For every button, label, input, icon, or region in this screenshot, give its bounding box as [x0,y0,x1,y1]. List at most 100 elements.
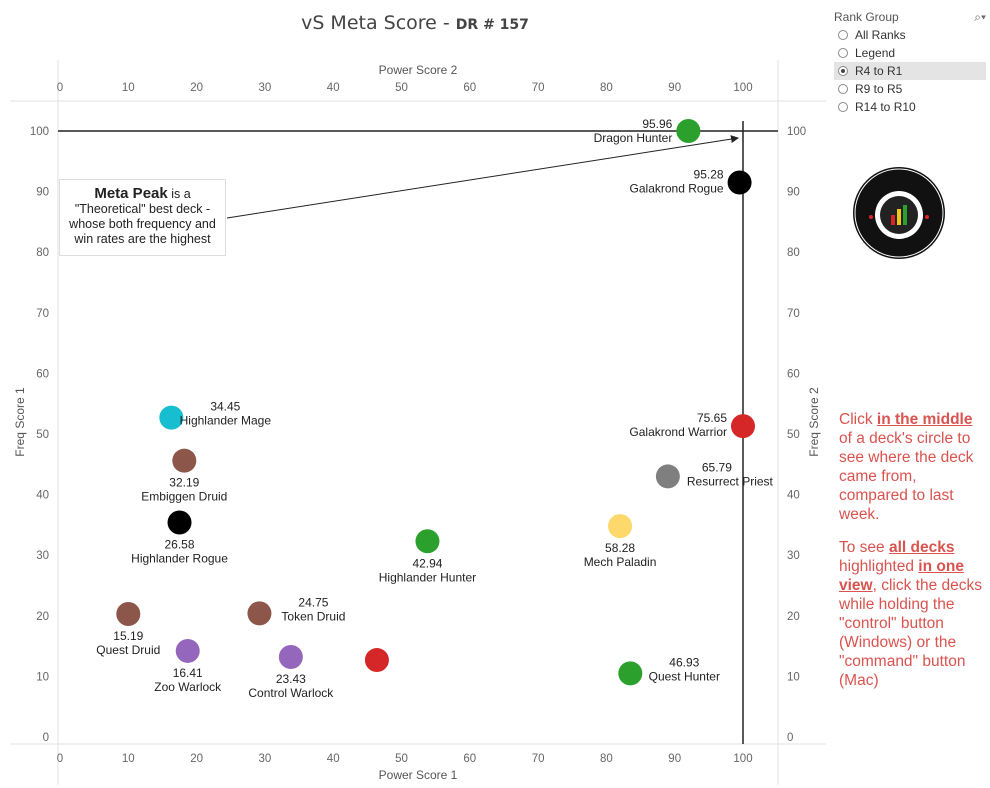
data-point [172,448,197,473]
y-right-tick-label: 80 [787,247,800,259]
point-name-label: Galakrond Warrior [629,425,727,439]
radio-icon[interactable] [838,30,848,40]
y-right-tick-label: 90 [787,187,800,199]
point-score-label: 65.79 [702,460,732,474]
data-point [175,638,200,663]
y-right-tick-label: 20 [787,611,800,623]
y-right-tick-label: 0 [787,732,793,744]
data-point [727,170,752,195]
y-right-tick-label: 100 [787,126,806,138]
note2-pre: To see [839,539,889,556]
x-top-tick-label: 100 [733,82,752,94]
point-score-label: 95.96 [642,117,672,131]
x-bottom-tick-label: 100 [733,753,752,765]
x-top-tick-label: 80 [600,82,613,94]
note1-bold: in the middle [876,411,973,428]
point-name-label: Galakrond Rogue [630,182,724,196]
y-left-tick-label: 60 [36,368,49,380]
point-name-label: Highlander Mage [180,414,272,428]
y-left-tick-label: 80 [36,247,49,259]
data-point [364,648,389,673]
radio-icon[interactable] [838,66,848,76]
rank-option-all-ranks[interactable]: All Ranks [834,26,986,44]
x-bottom-tick-label: 10 [122,753,135,765]
rank-option-legend[interactable]: Legend [834,44,986,62]
note2-mid: highlighted [839,558,919,575]
rank-option-label: R9 to R5 [855,82,903,96]
point-name-label: Mech Paladin [584,555,657,569]
y-right-tick-label: 60 [787,368,800,380]
x-bottom-tick-label: 70 [532,753,545,765]
x-bottom-tick-label: 30 [259,753,272,765]
rank-option-label: All Ranks [855,28,906,42]
data-point [247,601,272,626]
radio-icon[interactable] [838,84,848,94]
title-main: vS Meta Score - [301,12,456,34]
note2-bold1: all decks [888,539,955,556]
point-name-label: Quest Druid [96,643,160,657]
x-top-tick-label: 40 [327,82,340,94]
x-bottom-tick-label: 90 [668,753,681,765]
y-right-tick-label: 40 [787,490,800,502]
rank-option-r9-to-r5[interactable]: R9 to R5 [834,80,986,98]
y-right-tick-label: 50 [787,429,800,441]
radio-icon[interactable] [838,48,848,58]
point-score-label: 34.45 [210,400,240,414]
point-score-label: 32.19 [169,476,199,490]
point-name-label: Zoo Warlock [154,680,222,694]
chart-title: vS Meta Score - DR # 157 [0,12,830,34]
x-bottom-tick-label: 60 [463,753,476,765]
y-right-tick-label: 70 [787,308,800,320]
callout-line-2: "Theoretical" best deck - [74,202,211,216]
point-score-label: 58.28 [605,541,635,555]
point-score-label: 26.58 [165,537,195,551]
x-bottom-tick-label: 40 [327,753,340,765]
x-top-tick-label: 70 [532,82,545,94]
rank-option-r14-to-r10[interactable]: R14 to R10 [834,98,986,116]
y-left-tick-label: 40 [36,490,49,502]
data-point [159,405,184,430]
x-bottom-tick-label: 0 [57,753,63,765]
radio-icon[interactable] [838,102,848,112]
x-top-tick-label: 50 [395,82,408,94]
point-score-label: 24.75 [298,595,328,609]
point-score-label: 75.65 [697,411,727,425]
rank-group-label: Rank Group [834,10,899,24]
y-left-tick-label: 10 [36,671,49,683]
x-top-tick-label: 90 [668,82,681,94]
callout-text-after: is a [167,187,191,201]
data-point [655,464,680,489]
x-top-tick-label: 30 [259,82,272,94]
x-bottom-tick-label: 80 [600,753,613,765]
point-name-label: Control Warlock [248,686,334,700]
rank-group-filter: Rank Group ⌕▾ All Ranks Legend R4 to R1 R9 t… [834,8,986,116]
callout-line-4: win rates are the highest [74,232,211,246]
x-top-tick-label: 10 [122,82,135,94]
point-score-label: 23.43 [276,672,306,686]
x-bottom-tick-label: 20 [190,753,203,765]
rank-option-r4-to-r1[interactable]: R4 to R1 [834,62,986,80]
note2-post: , click the decks while holding the "con… [839,577,983,689]
data-point [731,414,755,439]
data-point [618,661,643,686]
rank-option-label: R14 to R10 [855,100,916,114]
note1-pre: Click [839,411,877,428]
y-left-tick-label: 100 [30,126,49,138]
data-reaper-report-logo [853,167,945,259]
y-left-axis-title: Freq Score 1 [13,387,27,457]
scatter-chart: 0 0 10 10 20 20 30 30 40 40 50 50 60 60 70 70 80 80 90 90 10… [10,60,826,785]
point-name-label: Quest Hunter [649,669,720,683]
data-point [676,119,701,143]
note-paragraph-2: To see all decks highlighted in one view… [839,538,987,690]
x-top-tick-label: 20 [190,82,203,94]
y-right-axis-title: Freq Score 2 [807,387,821,457]
data-point [167,510,192,535]
search-icon[interactable]: ⌕▾ [974,9,986,24]
data-point [415,529,440,554]
note1-post: of a deck's circle to see where the deck… [839,430,974,523]
instructions-notes: Click in the middle of a deck's circle t… [839,410,987,704]
title-sub: DR # 157 [455,17,529,33]
x-top-tick-label: 0 [57,82,63,94]
meta-peak-callout: Meta Peak is a "Theoretical" best deck -… [59,179,226,256]
point-name-label: Token Druid [281,609,345,623]
